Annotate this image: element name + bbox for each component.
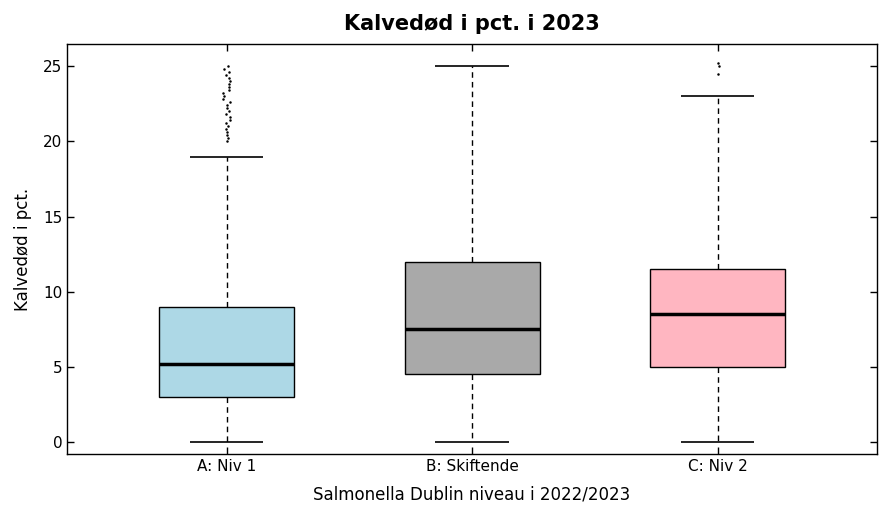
- Bar: [405, 262, 540, 374]
- Bar: [159, 307, 294, 397]
- X-axis label: Salmonella Dublin niveau i 2022/2023: Salmonella Dublin niveau i 2022/2023: [314, 485, 631, 503]
- Y-axis label: Kalvedød i pct.: Kalvedød i pct.: [14, 187, 32, 311]
- Title: Kalvedød i pct. i 2023: Kalvedød i pct. i 2023: [344, 14, 600, 34]
- Bar: [650, 269, 785, 367]
